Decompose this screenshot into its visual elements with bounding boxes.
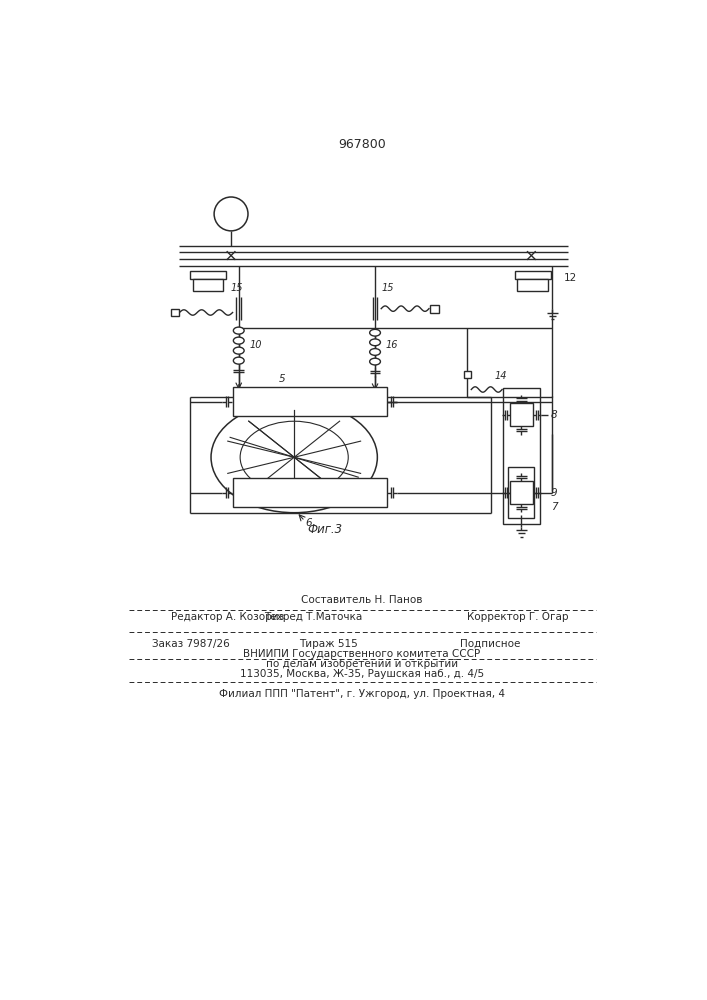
Text: 16: 16	[386, 340, 398, 350]
Ellipse shape	[370, 339, 380, 346]
Text: Заказ 7987/26: Заказ 7987/26	[152, 639, 230, 649]
Bar	[233, 478, 387, 507]
Text: Редактор А. Козориз: Редактор А. Козориз	[171, 612, 284, 622]
Bar	[518, 279, 549, 291]
Text: по делам изобретений и открытий: по делам изобретений и открытий	[266, 659, 458, 669]
Text: Фиг.3: Фиг.3	[308, 523, 343, 536]
Ellipse shape	[370, 358, 380, 365]
Bar	[233, 387, 387, 416]
Bar	[510, 403, 533, 426]
Text: 7: 7	[551, 502, 557, 512]
Text: 12: 12	[563, 273, 577, 283]
Bar	[515, 271, 551, 279]
Text: 967800: 967800	[338, 138, 386, 151]
Ellipse shape	[370, 329, 380, 336]
Text: ВНИИПИ Государственного комитета СССР: ВНИИПИ Государственного комитета СССР	[243, 649, 481, 659]
Bar	[170, 309, 179, 316]
Bar	[464, 371, 471, 378]
Bar	[430, 305, 438, 312]
Text: M: M	[224, 207, 238, 221]
Text: Техред Т.Маточка: Техред Т.Маточка	[264, 612, 363, 622]
Ellipse shape	[233, 357, 244, 364]
Bar	[510, 481, 533, 504]
Ellipse shape	[233, 347, 244, 354]
Text: 8: 8	[551, 410, 557, 420]
Bar	[190, 271, 226, 279]
Text: Подписное: Подписное	[460, 639, 520, 649]
Ellipse shape	[211, 402, 378, 513]
Text: 15: 15	[230, 283, 243, 293]
Ellipse shape	[370, 349, 380, 355]
Text: 113035, Москва, Ж-35, Раушская наб., д. 4/5: 113035, Москва, Ж-35, Раушская наб., д. …	[240, 669, 484, 679]
Text: 5: 5	[279, 374, 286, 384]
Text: 14: 14	[494, 371, 507, 381]
Text: Корректор Г. Огар: Корректор Г. Огар	[467, 612, 569, 622]
Text: 6: 6	[305, 518, 312, 528]
Bar	[508, 467, 534, 518]
Text: Филиал ППП "Патент", г. Ужгород, ул. Проектная, 4: Филиал ППП "Патент", г. Ужгород, ул. Про…	[219, 689, 505, 699]
Text: Составитель Н. Панов: Составитель Н. Панов	[301, 595, 423, 605]
Circle shape	[214, 197, 248, 231]
Text: Тираж 515: Тираж 515	[300, 639, 358, 649]
Bar	[503, 388, 540, 524]
Ellipse shape	[233, 337, 244, 344]
Text: 15: 15	[381, 283, 394, 293]
Text: 9: 9	[551, 488, 557, 498]
Ellipse shape	[233, 327, 244, 334]
Bar	[192, 279, 223, 291]
Text: 10: 10	[250, 340, 262, 350]
